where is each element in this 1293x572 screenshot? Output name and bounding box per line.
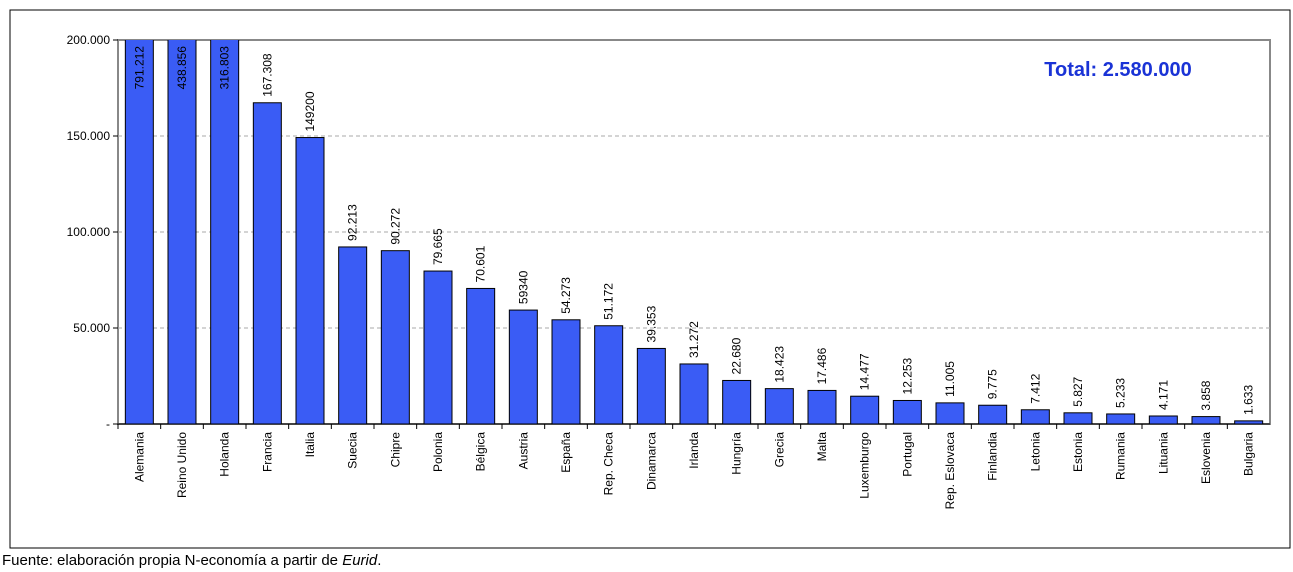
y-tick-label: 150.000: [67, 129, 111, 143]
value-label: 5.827: [1071, 376, 1085, 406]
value-label: 31.272: [687, 321, 701, 358]
value-label: 59340: [516, 270, 530, 304]
value-label: 14.477: [858, 353, 872, 390]
value-label: 22.680: [730, 337, 744, 374]
value-label: 12.253: [900, 357, 914, 394]
value-label: 92.213: [346, 204, 360, 241]
x-tick-label: Hungría: [730, 432, 744, 475]
bar: [1234, 420, 1264, 425]
x-tick-label: Eslovenia: [1199, 432, 1213, 484]
value-label: 9.775: [986, 369, 1000, 399]
bar: [466, 287, 496, 425]
x-tick-label: Luxemburgo: [858, 432, 872, 499]
y-tick-label: 50.000: [73, 321, 110, 335]
x-tick-label: Italia: [303, 432, 317, 458]
bar: [722, 379, 752, 425]
footer: Fuente: elaboración propia N-economía a …: [2, 552, 381, 569]
value-label: 54.273: [559, 277, 573, 314]
bar: [807, 389, 837, 425]
chart: Total: 2.580.000 - 50.000 100.000 150.000 20…: [9, 9, 1291, 549]
bar: [252, 102, 282, 425]
x-tick-label: España: [559, 432, 573, 473]
x-tick-label: Suecia: [346, 432, 360, 469]
footer-text: Fuente: elaboración propia N-economía a …: [2, 552, 339, 569]
bar: [850, 395, 880, 425]
x-tick-label: Grecia: [772, 432, 786, 468]
bar: [508, 309, 538, 425]
value-label: 18.423: [772, 346, 786, 383]
x-tick-label: Austria: [516, 432, 530, 470]
bar: [764, 388, 794, 425]
y-tick-label: 200.000: [67, 33, 111, 47]
x-tick-label: Holanda: [218, 432, 232, 477]
bar: [679, 363, 709, 425]
bar: [295, 137, 325, 425]
x-tick-label: Rep. Eslovaca: [943, 432, 957, 510]
value-label: 7.412: [1028, 373, 1042, 403]
x-tick-label: Portugal: [900, 432, 914, 477]
value-label: 149200: [303, 91, 317, 131]
bar: [935, 402, 965, 425]
value-label: 17.486: [815, 347, 829, 384]
bar: [892, 399, 922, 425]
value-label: 39.353: [644, 305, 658, 342]
value-label: 11.005: [943, 361, 957, 397]
x-tick-label: Chipre: [388, 432, 402, 468]
bar: [1020, 409, 1050, 425]
x-tick-label: Malta: [815, 432, 829, 462]
x-tick-label: Lituania: [1156, 432, 1170, 474]
x-tick-label: Irlanda: [687, 432, 701, 469]
bar: [423, 270, 453, 425]
x-tick-label: Dinamarca: [644, 432, 658, 490]
value-label: 791.212: [132, 46, 146, 90]
value-label: 79.665: [431, 228, 445, 265]
value-label: 3.858: [1199, 380, 1213, 410]
x-tick-label: Letonia: [1028, 432, 1042, 472]
value-label: 5.233: [1114, 378, 1128, 408]
value-label: 70.601: [474, 245, 488, 282]
x-tick-label: Polonia: [431, 432, 445, 472]
value-label: 167.308: [260, 53, 274, 97]
value-label: 1.633: [1242, 385, 1256, 415]
value-label: 4.171: [1156, 380, 1170, 410]
bar: [978, 404, 1008, 425]
x-tick-label: Estonia: [1071, 432, 1085, 472]
value-label: 51.172: [602, 283, 616, 320]
y-tick-label: 100.000: [67, 225, 111, 239]
bar: [1106, 413, 1136, 425]
x-tick-label: Rep. Checa: [602, 432, 616, 496]
footer-end: .: [377, 552, 382, 569]
y-tick-label: -: [106, 417, 110, 431]
bar: [210, 40, 240, 425]
bar: [1191, 416, 1221, 425]
bar: [167, 40, 197, 425]
x-tick-label: Rumania: [1114, 432, 1128, 480]
bar: [124, 40, 154, 425]
bar: [551, 319, 581, 425]
value-label: 316.803: [218, 46, 232, 90]
bar: [338, 246, 368, 425]
bar: [594, 325, 624, 425]
x-tick-label: Bélgica: [474, 432, 488, 472]
x-tick-label: Alemania: [132, 432, 146, 482]
value-label: 90.272: [388, 208, 402, 245]
value-label: 438.856: [175, 46, 189, 90]
bar: [1063, 412, 1093, 425]
x-tick-label: Bulgaria: [1242, 432, 1256, 476]
bar: [636, 347, 666, 425]
bar: [380, 250, 410, 425]
footer-source: Eurid: [342, 552, 378, 569]
x-tick-label: Finlandia: [986, 432, 1000, 481]
total-annotation: Total: 2.580.000: [1044, 59, 1191, 81]
x-tick-label: Francia: [260, 432, 274, 472]
bar: [1148, 415, 1178, 425]
x-tick-label: Reino Unido: [175, 432, 189, 498]
